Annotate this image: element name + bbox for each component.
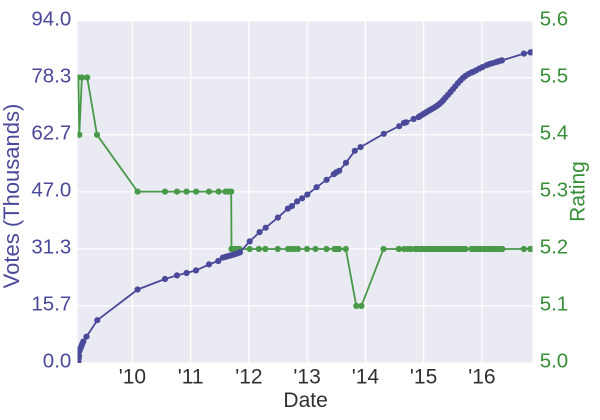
- svg-text:Rating: Rating: [566, 161, 589, 222]
- svg-text:5.1: 5.1: [540, 293, 569, 316]
- svg-text:31.3: 31.3: [31, 236, 71, 259]
- svg-text:'15: '15: [410, 366, 437, 389]
- svg-text:5.0: 5.0: [540, 350, 569, 373]
- svg-text:5.6: 5.6: [540, 7, 569, 30]
- svg-text:'11: '11: [178, 366, 204, 389]
- svg-text:'16: '16: [468, 366, 495, 389]
- svg-text:5.2: 5.2: [540, 236, 569, 259]
- svg-text:'10: '10: [119, 366, 146, 389]
- svg-text:5.4: 5.4: [540, 121, 569, 144]
- svg-text:'14: '14: [352, 366, 380, 389]
- svg-text:5.3: 5.3: [540, 178, 569, 201]
- svg-text:62.7: 62.7: [31, 121, 71, 144]
- svg-text:47.0: 47.0: [31, 178, 71, 201]
- svg-text:Votes (Thousands): Votes (Thousands): [0, 104, 24, 289]
- svg-text:'13: '13: [293, 366, 320, 389]
- svg-text:15.7: 15.7: [31, 293, 71, 316]
- svg-text:94.0: 94.0: [31, 7, 71, 30]
- svg-text:'12: '12: [235, 366, 262, 389]
- svg-text:Date: Date: [283, 389, 327, 412]
- svg-text:5.5: 5.5: [540, 64, 569, 87]
- svg-text:78.3: 78.3: [31, 64, 71, 87]
- svg-text:0.0: 0.0: [43, 350, 72, 373]
